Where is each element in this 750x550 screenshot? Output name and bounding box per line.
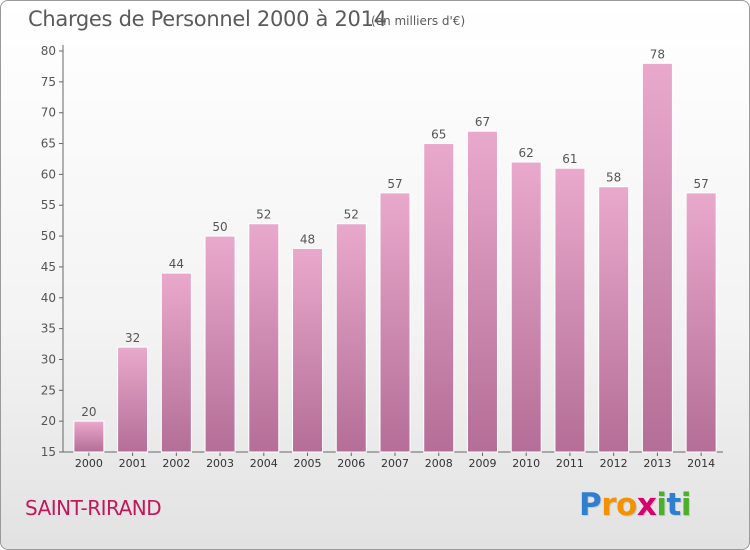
- bar: [685, 192, 717, 453]
- data-label: 52: [344, 208, 359, 222]
- x-tick-label: 2003: [206, 457, 234, 470]
- bar: [292, 247, 324, 453]
- x-tick-label: 2010: [512, 457, 540, 470]
- data-label: 52: [256, 208, 271, 222]
- bar: [379, 192, 411, 453]
- data-label: 62: [519, 146, 534, 160]
- bar: [641, 62, 673, 453]
- chart-subtitle: (en milliers d'€): [371, 14, 466, 28]
- data-label: 32: [125, 331, 140, 345]
- logo-letter: P: [579, 487, 602, 523]
- bar: [204, 235, 236, 453]
- y-tick-label: 80: [41, 44, 56, 58]
- x-tick-label: 2012: [600, 457, 628, 470]
- y-tick-label: 75: [41, 75, 56, 89]
- x-tick-label: 2005: [294, 457, 322, 470]
- data-label: 61: [562, 152, 577, 166]
- logo-letter: o: [616, 487, 637, 523]
- logo-letter: t: [666, 487, 681, 523]
- y-tick-label: 25: [41, 383, 56, 397]
- data-label: 44: [169, 257, 184, 271]
- x-tick-label: 2008: [425, 457, 453, 470]
- bar: [248, 223, 280, 453]
- bar: [73, 420, 105, 453]
- data-label: 20: [81, 405, 96, 419]
- x-tick-label: 2001: [119, 457, 147, 470]
- y-tick-label: 45: [41, 260, 56, 274]
- logo-letter: i: [680, 487, 692, 523]
- data-label: 48: [300, 232, 315, 246]
- logo-letter: i: [656, 487, 667, 523]
- data-label: 78: [650, 47, 665, 61]
- x-tick-label: 2002: [162, 457, 190, 470]
- proxiti-logo[interactable]: Proxiti: [579, 487, 691, 523]
- y-tick-label: 60: [41, 167, 56, 181]
- bar: [554, 167, 586, 453]
- x-tick-label: 2009: [468, 457, 496, 470]
- y-tick-label: 70: [41, 106, 56, 120]
- y-tick-label: 35: [41, 322, 56, 336]
- bar: [117, 346, 149, 453]
- y-tick-label: 15: [41, 445, 56, 459]
- commune-name: SAINT-RIRAND: [25, 496, 162, 520]
- bar: [423, 143, 455, 453]
- y-tick-label: 50: [41, 229, 56, 243]
- x-tick-label: 2007: [381, 457, 409, 470]
- logo-letter: r: [601, 487, 617, 523]
- data-label: 57: [387, 177, 402, 191]
- x-tick-label: 2011: [556, 457, 584, 470]
- bar: [335, 223, 367, 453]
- logo-letter: x: [636, 487, 657, 523]
- bar: [510, 161, 542, 453]
- x-tick-label: 2013: [643, 457, 671, 470]
- x-tick-label: 2014: [687, 457, 715, 470]
- y-tick-label: 20: [41, 414, 56, 428]
- y-tick-label: 40: [41, 291, 56, 305]
- x-tick-label: 2004: [250, 457, 278, 470]
- x-tick-label: 2000: [75, 457, 103, 470]
- x-tick-label: 2006: [337, 457, 365, 470]
- data-label: 57: [693, 177, 708, 191]
- data-label: 67: [475, 115, 490, 129]
- bar: [598, 186, 630, 453]
- y-tick-label: 30: [41, 352, 56, 366]
- y-tick-label: 55: [41, 198, 56, 212]
- data-labels: 20 32 44 50 52 48 52 57 65 67 62 61 58 78 57: [81, 47, 709, 419]
- chart-title: Charges de Personnel 2000 à 2014: [28, 7, 387, 31]
- bar: [160, 272, 192, 453]
- data-label: 58: [606, 171, 621, 185]
- bar: [466, 130, 498, 453]
- axes: 15 20 25 30 35 40 45 50 55 60 65 70 75 80 2000 2001 2002…: [41, 44, 723, 470]
- data-label: 65: [431, 128, 446, 142]
- y-tick-label: 65: [41, 137, 56, 151]
- bars: [73, 62, 717, 453]
- data-label: 50: [212, 220, 227, 234]
